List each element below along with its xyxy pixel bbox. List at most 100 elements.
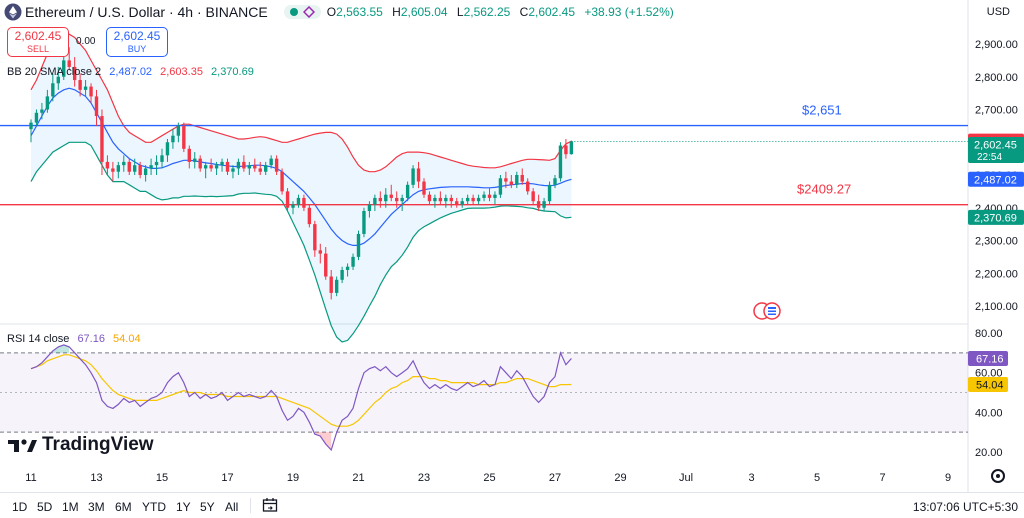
candle-body <box>334 279 339 293</box>
buy-price: 2,602.45 <box>113 29 161 43</box>
candle-body <box>258 168 262 172</box>
price-tick-label: 2,700.00 <box>975 105 1018 117</box>
candle-body <box>40 109 44 113</box>
bb-lower-line <box>30 141 572 343</box>
rsi-oversold-fill <box>314 432 332 450</box>
rsi-legend[interactable]: RSI 14 close 67.16 54.04 <box>7 333 141 345</box>
currency-label[interactable]: USD <box>986 6 1010 18</box>
range-all-button[interactable]: All <box>225 500 239 514</box>
range-6m-button[interactable]: 6M <box>115 500 132 514</box>
price-badge-label: 2,602.45 <box>974 140 1017 152</box>
candle-body <box>324 253 328 277</box>
price-tick-label: 2,100.00 <box>975 301 1018 313</box>
candle-body <box>274 158 279 172</box>
candle-body <box>509 181 514 185</box>
symbol-header: Ethereum / U.S. Dollar · 4h · BINANCE O2… <box>0 0 680 24</box>
buy-button[interactable]: 2,602.45 BUY <box>106 27 168 57</box>
candle-body <box>449 197 453 202</box>
level-annotation-label: $2,651 <box>802 103 842 118</box>
rsi-tick-label: 20.00 <box>975 447 1003 459</box>
ohlc-low-key: L <box>456 5 464 19</box>
ohlc-open-value: 2,563.55 <box>336 5 383 19</box>
price-tick-label: 2,800.00 <box>975 72 1018 84</box>
candle-body <box>482 194 486 198</box>
candle-body <box>45 96 50 110</box>
candle-body <box>471 197 475 202</box>
bottom-toolbar: 1D 5D 1M 3M 6M YTD 1Y 5Y All 13:07:06 UT… <box>0 492 1024 518</box>
range-5y-button[interactable]: 5Y <box>200 500 215 514</box>
range-ytd-button[interactable]: YTD <box>142 500 166 514</box>
tradingview-logo[interactable]: TradingView <box>8 434 154 456</box>
time-axis-label: 27 <box>549 472 561 484</box>
candle-body <box>51 83 55 97</box>
sell-price: 2,602.45 <box>14 29 62 43</box>
candle-body <box>427 194 432 202</box>
candle-body <box>526 181 530 192</box>
time-axis-label: 11 <box>25 472 36 484</box>
candle-body <box>193 158 197 162</box>
range-1m-button[interactable]: 1M <box>62 500 79 514</box>
time-axis-label: 21 <box>352 472 364 484</box>
spread-value: 0.00 <box>76 36 96 47</box>
candle-body <box>165 142 170 156</box>
flag-icon[interactable] <box>752 301 782 321</box>
price-tick-label: 2,200.00 <box>975 268 1018 280</box>
range-1d-button[interactable]: 1D <box>12 500 28 514</box>
clock-timezone[interactable]: 13:07:06 UTC+5:30 <box>912 500 1018 514</box>
rsi-badge-label: 67.16 <box>976 353 1004 365</box>
bb-band-fill <box>31 34 572 342</box>
candle-body <box>160 155 164 162</box>
price-tick-label: 2,900.00 <box>975 39 1018 51</box>
candle-body <box>247 165 252 169</box>
price-badge <box>968 209 1024 225</box>
candle-body <box>269 158 273 166</box>
bb-legend[interactable]: BB 20 SMA close 2 2,487.02 2,603.35 2,37… <box>7 66 254 78</box>
candle-body <box>105 161 110 169</box>
candle-body <box>111 168 115 172</box>
candle-body <box>116 165 121 172</box>
rsi-ma-value: 54.04 <box>113 333 141 345</box>
candle-body <box>187 148 191 162</box>
time-axis-label: 15 <box>156 472 168 484</box>
candle-body <box>78 80 82 90</box>
candle-body <box>225 161 230 172</box>
rsi-tick-label: 80.00 <box>975 328 1003 340</box>
candle-body <box>182 125 186 149</box>
status-pill[interactable] <box>283 5 321 19</box>
candle-body <box>558 145 563 179</box>
candle-body <box>62 60 66 77</box>
range-3m-button[interactable]: 3M <box>88 500 105 514</box>
calendar-range-icon[interactable] <box>262 497 278 513</box>
price-tick-label: 2,300.00 <box>975 236 1018 248</box>
rsi-badge <box>968 376 1008 392</box>
candle-body <box>378 197 383 202</box>
candle-body <box>209 165 213 169</box>
range-1y-button[interactable]: 1Y <box>176 500 191 514</box>
candle-body <box>56 76 60 84</box>
candle-body <box>203 165 208 169</box>
range-5d-button[interactable]: 5D <box>37 500 53 514</box>
time-axis-label: 3 <box>748 472 754 484</box>
candle-body <box>100 116 104 162</box>
rsi-line <box>30 344 572 452</box>
ohlc-open-key: O <box>326 5 337 19</box>
candle-body <box>89 86 93 97</box>
ohlc-close-key: C <box>519 5 529 19</box>
sell-button[interactable]: 2,602.45 SELL <box>7 27 69 57</box>
candle-body <box>504 178 508 182</box>
ohlc-low-value: 2,562.25 <box>463 5 511 19</box>
candle-body <box>416 168 421 182</box>
candle-body <box>362 211 366 234</box>
settings-icon[interactable] <box>991 469 1005 483</box>
candle-body <box>264 165 268 172</box>
candle-body <box>493 194 497 198</box>
rsi-value: 67.16 <box>77 333 105 345</box>
candle-body <box>236 161 241 169</box>
candle-body <box>29 122 33 130</box>
logo-text: TradingView <box>42 434 154 455</box>
time-axis-label: 17 <box>221 472 233 484</box>
symbol-title[interactable]: Ethereum / U.S. Dollar · 4h · BINANCE <box>25 4 268 20</box>
candle-body <box>373 197 377 205</box>
candle-body <box>94 96 99 117</box>
